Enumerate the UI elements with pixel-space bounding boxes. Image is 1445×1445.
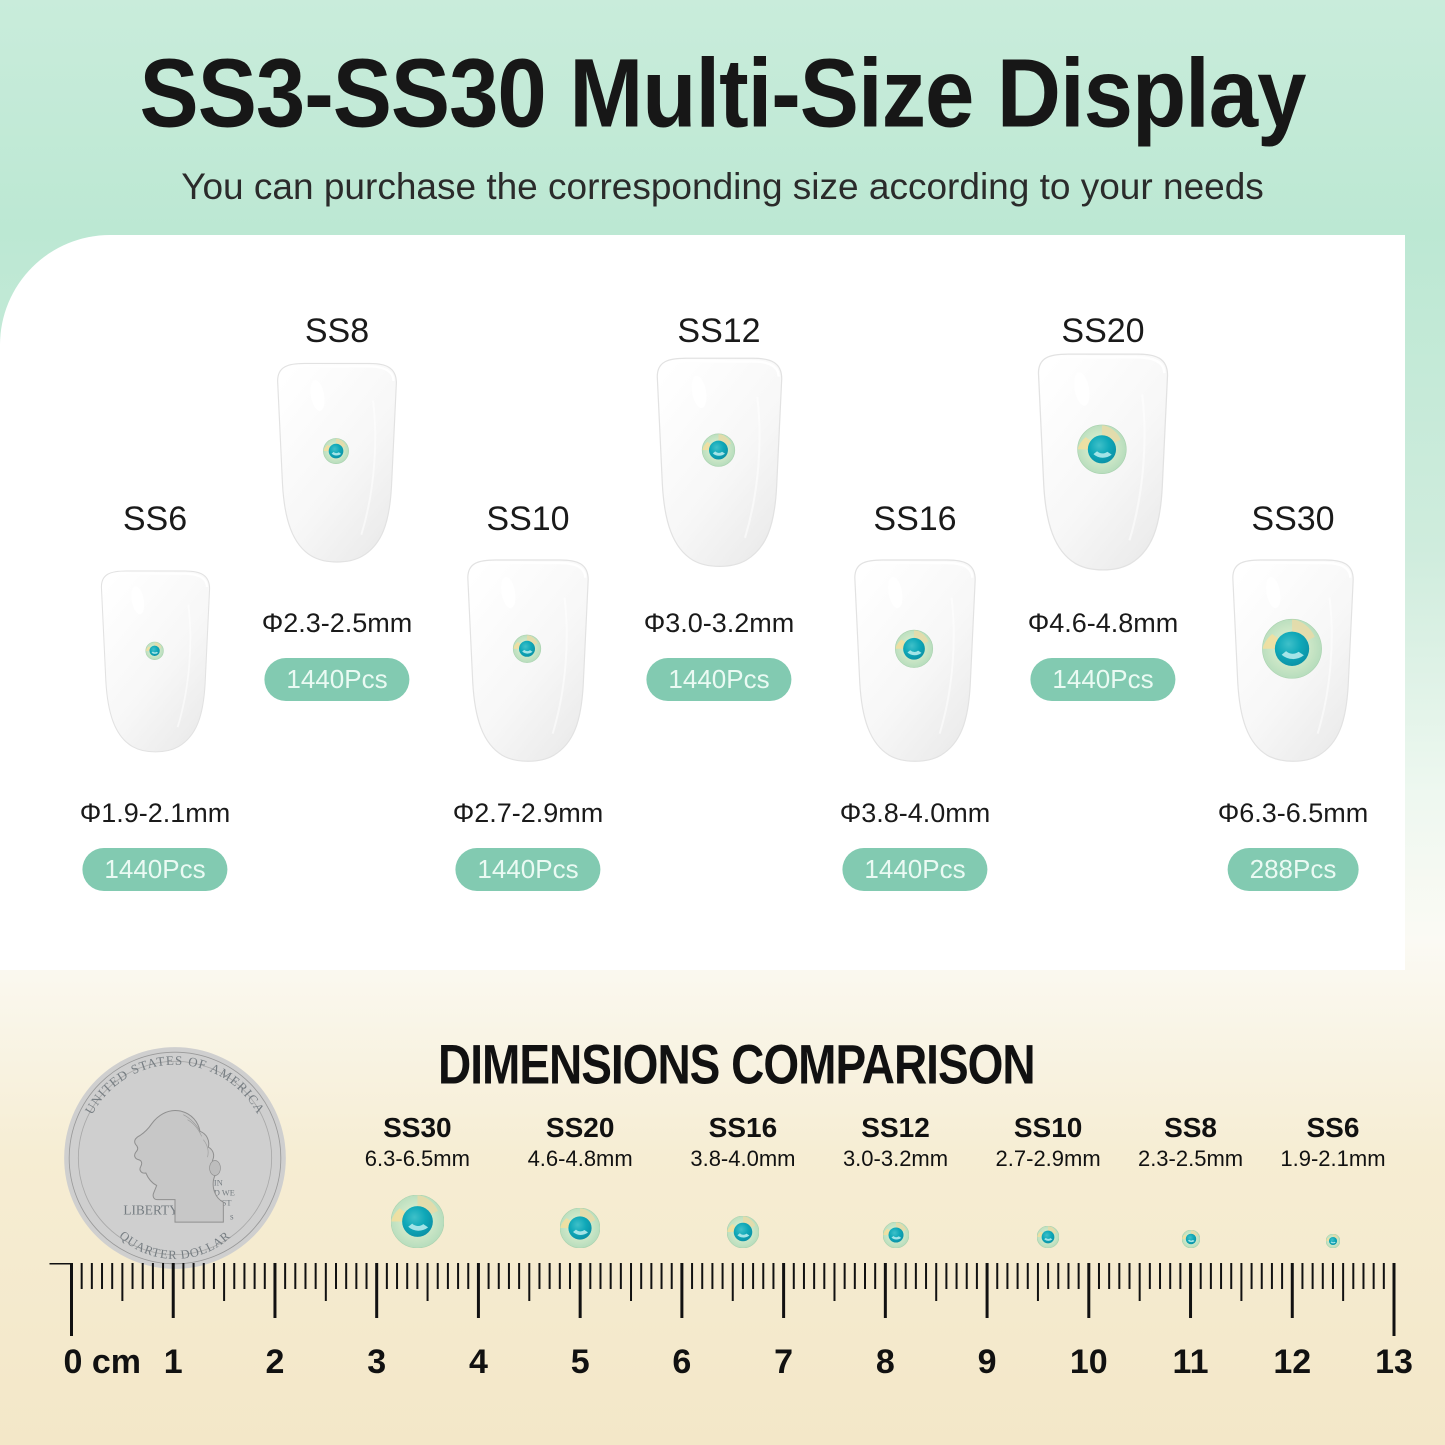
svg-text:0 cm: 0 cm	[64, 1343, 142, 1381]
svg-text:10: 10	[1070, 1343, 1108, 1381]
svg-text:s: s	[230, 1212, 234, 1222]
svg-text:LIBERTY: LIBERTY	[123, 1203, 179, 1218]
svg-text:11: 11	[1173, 1343, 1209, 1381]
svg-text:9: 9	[978, 1343, 997, 1381]
svg-text:12: 12	[1273, 1343, 1311, 1381]
svg-text:13: 13	[1375, 1343, 1413, 1381]
svg-text:IN: IN	[214, 1179, 223, 1188]
svg-text:3: 3	[367, 1343, 386, 1381]
svg-text:7: 7	[774, 1343, 793, 1381]
svg-text:6: 6	[672, 1343, 691, 1381]
svg-text:2: 2	[266, 1343, 285, 1381]
svg-text:1: 1	[164, 1343, 183, 1381]
svg-text:8: 8	[876, 1343, 895, 1381]
svg-text:5: 5	[571, 1343, 590, 1381]
svg-text:4: 4	[469, 1343, 488, 1381]
